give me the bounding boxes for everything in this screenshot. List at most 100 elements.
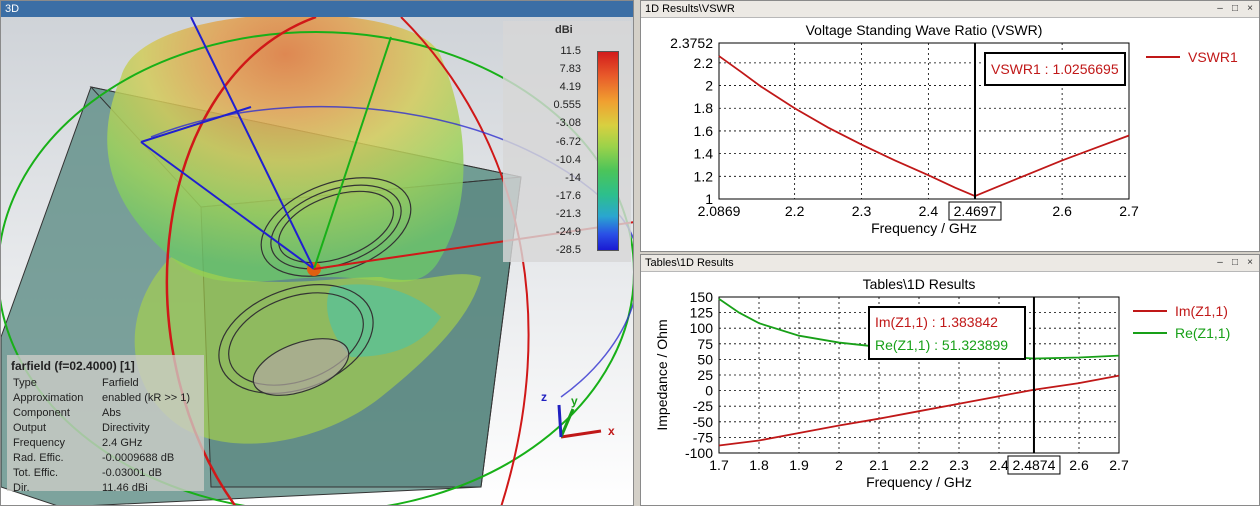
y-tick-label: 75 <box>697 336 713 352</box>
farfield-info-panel: farfield (f=02.4000) [1] Type Farfield App… <box>7 355 204 494</box>
colorbar-gradient <box>597 51 619 251</box>
marker-x-box <box>1007 455 1061 475</box>
x-tick-label: 1.7 <box>709 457 729 473</box>
colorbar-tick-label: -21.3 <box>555 207 581 220</box>
series-line-1 <box>718 374 1120 447</box>
vswr-chart[interactable]: Voltage Standing Wave Ratio (VSWR) 2.0869… <box>641 17 1260 252</box>
colorbar-tick-label: -10.4 <box>555 153 581 166</box>
axis-line-green <box>313 36 392 270</box>
farfield-info-value: Abs <box>102 407 121 419</box>
x-tick-label: 1.8 <box>749 457 769 473</box>
farfield-info-value: 2.4 GHz <box>102 437 143 449</box>
farfield-info-row: Type Farfield <box>7 376 204 391</box>
x-axis-label: Frequency / GHz <box>871 220 977 236</box>
close-button[interactable]: × <box>1247 257 1253 268</box>
series-line-1 <box>718 55 1130 198</box>
marker-readout-box <box>868 306 1026 360</box>
legend-label: Re(Z1,1) <box>1175 325 1230 341</box>
y-tick-label: -100 <box>685 445 713 461</box>
impedance-title-bar[interactable]: Tables\1D Results – □ × <box>641 255 1259 272</box>
maximize-button[interactable]: □ <box>1231 257 1239 268</box>
x-axis-label: Frequency / GHz <box>866 474 972 490</box>
view-3d-title-bar[interactable]: 3D <box>1 1 633 18</box>
y-tick-label: 1.2 <box>694 168 714 184</box>
colorbar-legend: dBi 11.5 7.83 4.19 0.555 -3.08 -6.72 -10.4 -14 -… <box>503 21 631 262</box>
x-tick-label: 2.4 <box>919 203 939 219</box>
y-tick-label: 1.4 <box>694 146 714 162</box>
farfield-info-key: Type <box>13 377 37 389</box>
y-tick-label: 1.6 <box>694 123 714 139</box>
y-tick-label: 2.2 <box>694 55 714 71</box>
colorbar-unit: dBi <box>555 24 573 36</box>
maximize-button[interactable]: □ <box>1231 3 1239 14</box>
colorbar-tick-label: 11.5 <box>560 45 581 57</box>
colorbar-tick-label: -24.9 <box>555 226 581 238</box>
colorbar-tick-label: 4.19 <box>559 81 581 94</box>
x-tick-label: 2.2 <box>909 457 929 473</box>
farfield-info-key: Approximation <box>13 392 84 404</box>
antenna-upper-element <box>260 177 412 277</box>
plot-frame <box>718 42 1130 200</box>
farfield-info-row: Approximation enabled (kR >> 1) <box>7 391 204 406</box>
impedance-panel[interactable]: Tables\1D Results – □ × Tables\1D Result… <box>640 254 1260 506</box>
x-tick-label: 2.7 <box>1119 203 1139 219</box>
y-tick-label: 2 <box>705 78 713 94</box>
farfield-info-key: Tot. Effic. <box>13 467 59 479</box>
axis-line-blue-3 <box>140 106 252 143</box>
x-tick-label: 2.6 <box>1069 457 1089 473</box>
minimize-button[interactable]: – <box>1217 3 1223 14</box>
legend-label: Im(Z1,1) <box>1175 303 1228 319</box>
farfield-info-row: Frequency 2.4 GHz <box>7 436 204 451</box>
farfield-info-row: Component Abs <box>7 406 204 421</box>
vswr-panel-title: 1D Results\VSWR <box>645 3 735 15</box>
farfield-info-value: -0.0009688 dB <box>102 452 175 464</box>
y-tick-label: 25 <box>697 367 713 383</box>
farfield-info-value: enabled (kR >> 1) <box>102 392 191 404</box>
plot-frame <box>718 296 1120 454</box>
colorbar-tick-label: -28.5 <box>555 244 581 257</box>
farfield-info-row: Output Directivity <box>7 421 204 436</box>
legend-label: VSWR1 <box>1188 49 1238 65</box>
y-axis-label: Impedance / Ohm <box>654 319 670 430</box>
y-tick-label: -50 <box>693 414 713 430</box>
x-tick-label: 2.4874 <box>1013 457 1056 473</box>
axis-x-label: x <box>608 424 615 438</box>
x-tick-label: 2.3 <box>949 457 969 473</box>
x-tick-label: 1.9 <box>789 457 809 473</box>
view-3d-title: 3D <box>5 3 20 15</box>
radiation-pattern-main-lobe <box>107 17 464 282</box>
theta-circle-green <box>1 31 633 505</box>
marker-readout-box <box>984 52 1126 86</box>
y-tick-label: -25 <box>693 398 713 414</box>
view-3d-panel[interactable]: 3D <box>0 0 634 506</box>
x-tick-label: 2.1 <box>869 457 889 473</box>
farfield-info-value: -0.03001 dB <box>102 467 162 479</box>
farfield-info-row: Dir. 11.46 dBi <box>7 481 204 496</box>
antenna-lower-element <box>218 284 374 396</box>
minimize-button[interactable]: – <box>1217 257 1223 268</box>
impedance-panel-title: Tables\1D Results <box>645 257 734 269</box>
y-tick-label: 0 <box>705 383 713 399</box>
farfield-info-row: Rad. Effic. -0.0009688 dB <box>7 451 204 466</box>
x-tick-label: 2.4697 <box>954 203 997 219</box>
axis-z-label: z <box>541 390 547 404</box>
vswr-title-bar[interactable]: 1D Results\VSWR – □ × <box>641 1 1259 18</box>
farfield-info-key: Component <box>13 407 70 419</box>
farfield-info-header: farfield (f=02.4000) [1] <box>11 359 135 373</box>
farfield-info-key: Frequency <box>13 437 65 449</box>
y-tick-label: 2.3752 <box>670 35 713 51</box>
close-button[interactable]: × <box>1247 3 1253 14</box>
colorbar-tick-label: -17.6 <box>555 189 581 202</box>
farfield-info-row: Tot. Effic. -0.03001 dB <box>7 466 204 481</box>
x-tick-label: 2.6 <box>1052 203 1072 219</box>
chart-title: Tables\1D Results <box>863 276 976 292</box>
colorbar-tick-label: 0.555 <box>553 99 581 112</box>
y-tick-label: 150 <box>690 289 714 305</box>
marker-x-box <box>948 201 1002 221</box>
vswr-panel[interactable]: 1D Results\VSWR – □ × Voltage Standing W… <box>640 0 1260 252</box>
axis-line-blue-1 <box>190 17 315 270</box>
colorbar-tick-label: 7.83 <box>559 63 581 76</box>
farfield-info-value: Farfield <box>102 377 139 389</box>
marker-readout: Re(Z1,1) : 51.323899 <box>875 337 1008 353</box>
